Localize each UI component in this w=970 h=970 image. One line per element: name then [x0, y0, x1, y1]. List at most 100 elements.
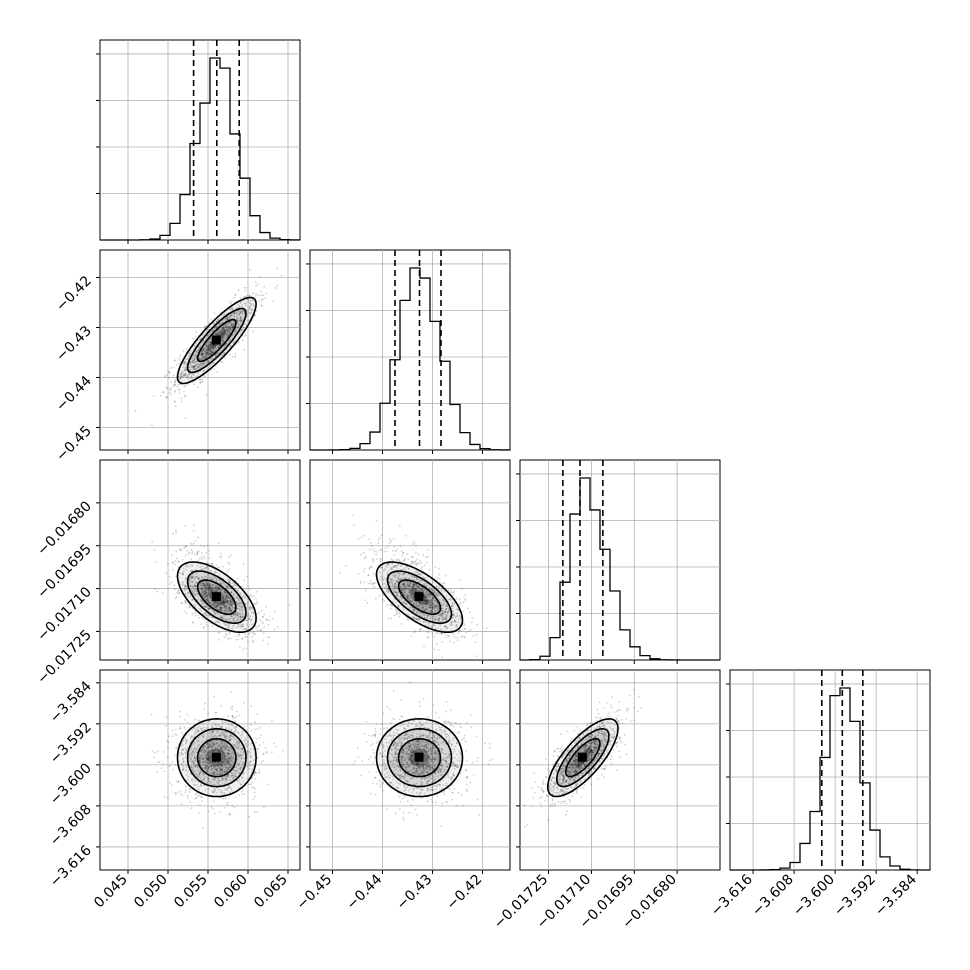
sample-point — [204, 325, 206, 328]
sample-point — [194, 612, 197, 615]
sample-point — [221, 328, 224, 331]
sample-point — [170, 388, 172, 391]
sample-point — [231, 708, 234, 711]
sample-point — [174, 563, 177, 566]
sample-point — [192, 354, 195, 357]
sample-point — [217, 318, 220, 321]
sample-point — [265, 618, 268, 621]
sample-point — [216, 332, 219, 335]
sample-point — [180, 803, 183, 806]
sample-point — [368, 548, 371, 551]
sample-point — [191, 378, 194, 381]
sample-point — [194, 797, 197, 800]
sample-point — [202, 369, 205, 372]
sample-point — [191, 612, 194, 615]
sample-point — [363, 570, 365, 573]
sample-point — [252, 292, 254, 295]
sample-point — [253, 791, 256, 794]
sample-point — [203, 618, 206, 621]
sample-point — [229, 706, 232, 709]
sample-point — [178, 389, 180, 392]
sample-point — [259, 276, 262, 278]
sample-point — [398, 559, 400, 561]
sample-point — [210, 346, 213, 349]
sample-point — [169, 583, 171, 585]
sample-point — [192, 367, 195, 369]
sample-point — [208, 351, 211, 353]
sample-point — [472, 634, 475, 637]
sample-point — [192, 542, 195, 545]
sample-point — [229, 332, 231, 335]
sample-point — [423, 645, 425, 648]
sample-point — [164, 374, 166, 377]
sample-point — [241, 586, 244, 588]
sample-point — [195, 796, 198, 799]
sample-point — [174, 390, 177, 392]
sample-point — [199, 378, 202, 381]
sample-point — [447, 634, 450, 637]
sample-point — [252, 798, 255, 800]
sample-point — [168, 765, 171, 768]
sample-point — [232, 320, 235, 323]
sample-point — [199, 345, 202, 347]
sample-point — [463, 635, 466, 638]
sample-point — [172, 384, 175, 387]
sample-point — [372, 572, 375, 575]
sample-point — [184, 554, 187, 557]
sample-point — [247, 300, 250, 303]
sample-point — [211, 807, 214, 810]
sample-point — [364, 599, 367, 602]
sample-point — [201, 356, 204, 359]
sample-point — [239, 319, 242, 322]
sample-point — [206, 360, 209, 362]
sample-point — [222, 321, 225, 324]
sample-point — [193, 383, 196, 386]
sample-point — [414, 551, 417, 554]
sample-point — [207, 712, 210, 715]
sample-point — [412, 561, 415, 563]
sample-point — [191, 621, 194, 623]
sample-point — [368, 538, 371, 541]
sample-point — [185, 373, 187, 376]
sample-point — [229, 317, 232, 319]
sample-point — [235, 307, 238, 310]
sample-point — [379, 560, 382, 563]
sample-point — [218, 811, 221, 813]
sample-point — [222, 326, 225, 329]
sample-point — [207, 341, 210, 344]
sample-point — [389, 607, 392, 610]
sample-point — [211, 350, 214, 353]
sample-point — [223, 329, 226, 332]
sample-point — [435, 632, 437, 635]
sample-point — [446, 634, 448, 637]
sample-point — [168, 575, 171, 578]
sample-point — [258, 736, 261, 739]
sample-point — [200, 364, 203, 367]
sample-point — [211, 625, 214, 627]
sample-point — [154, 588, 157, 590]
sample-point — [444, 574, 447, 577]
sample-point — [235, 710, 238, 713]
sample-point — [184, 791, 187, 794]
sample-point — [204, 352, 207, 355]
sample-point — [215, 564, 218, 567]
sample-point — [252, 330, 255, 332]
sample-point — [212, 346, 215, 349]
sample-point — [226, 329, 229, 332]
sample-point — [164, 375, 167, 378]
sample-point — [461, 610, 464, 613]
histogram-step — [100, 57, 301, 241]
sample-point — [134, 409, 137, 412]
sample-point — [217, 632, 220, 634]
sample-point — [242, 562, 245, 565]
sample-point — [414, 561, 416, 564]
sample-point — [419, 630, 421, 632]
panel-frame — [99, 39, 301, 241]
sample-point — [184, 417, 187, 420]
sample-point — [228, 331, 231, 334]
sample-point — [228, 333, 231, 335]
sample-point — [198, 616, 201, 619]
sample-point — [222, 797, 224, 800]
sample-point — [462, 601, 465, 604]
sample-point — [160, 394, 162, 397]
